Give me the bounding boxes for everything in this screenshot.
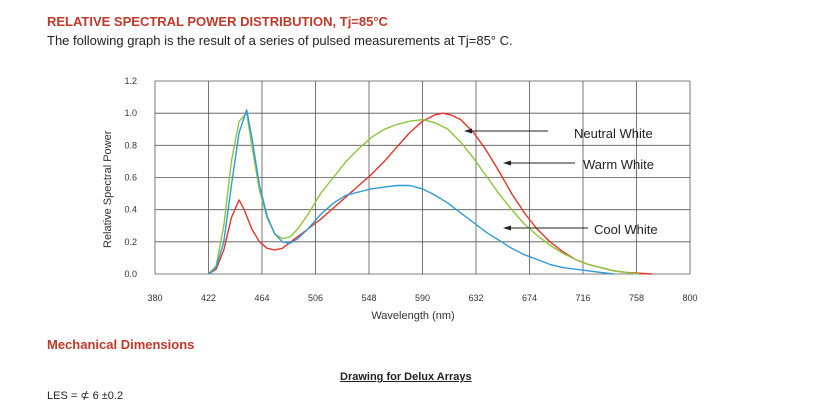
arrow-head-neutral-white	[464, 128, 472, 134]
spectral-chart: 0.0 0.2 0.4 0.6 0.8 1.0 1.2 380 422 464 506 548 590…	[102, 76, 698, 322]
series-annotations: Neutral White Warm White Cool White	[464, 126, 658, 237]
x-tick-label: 800	[682, 293, 697, 303]
x-tick-label: 506	[308, 293, 323, 303]
y-tick-label: 0.6	[124, 173, 137, 183]
y-tick-label: 0.8	[124, 140, 137, 150]
legend-label-warm-white: Warm White	[583, 157, 654, 172]
y-tick-label: 1.2	[124, 76, 137, 86]
x-tick-label: 380	[147, 293, 162, 303]
x-tick-label: 716	[575, 293, 590, 303]
y-axis-ticks: 0.0 0.2 0.4 0.6 0.8 1.0 1.2	[124, 76, 137, 279]
x-tick-label: 590	[415, 293, 430, 303]
series-line-cool-white	[208, 109, 614, 275]
x-tick-label: 632	[468, 293, 483, 303]
les-label: LES = ⊄ 6 ±0.2	[47, 390, 124, 402]
x-tick-label: 674	[522, 293, 537, 303]
y-tick-label: 0.0	[124, 269, 137, 279]
mechanical-dimensions-heading: Mechanical Dimensions	[47, 337, 195, 352]
y-tick-label: 1.0	[124, 108, 137, 118]
x-axis-ticks: 380 422 464 506 548 590 632 674 716 758 800	[147, 293, 697, 303]
chart-title: RELATIVE SPECTRAL POWER DISTRIBUTION, Tj…	[47, 14, 388, 29]
y-tick-label: 0.2	[124, 237, 137, 247]
x-axis-label: Wavelength (nm)	[371, 310, 454, 322]
arrow-head-warm-white	[503, 160, 511, 166]
drawing-link[interactable]: Drawing for Delux Arrays	[340, 371, 472, 383]
y-tick-label: 0.4	[124, 205, 137, 215]
legend-label-cool-white: Cool White	[594, 222, 658, 237]
chart-grid	[154, 80, 691, 275]
x-tick-label: 464	[254, 293, 269, 303]
x-tick-label: 758	[629, 293, 644, 303]
arrow-head-cool-white	[503, 225, 511, 231]
x-tick-label: 548	[361, 293, 376, 303]
x-tick-label: 422	[201, 293, 216, 303]
y-axis-label: Relative Spectral Power	[102, 130, 114, 248]
series-line-neutral-white	[208, 112, 652, 275]
chart-subtitle: The following graph is the result of a s…	[47, 33, 513, 48]
series-line-warm-white	[207, 112, 640, 275]
legend-label-neutral-white: Neutral White	[574, 126, 653, 141]
series-lines	[207, 109, 652, 275]
